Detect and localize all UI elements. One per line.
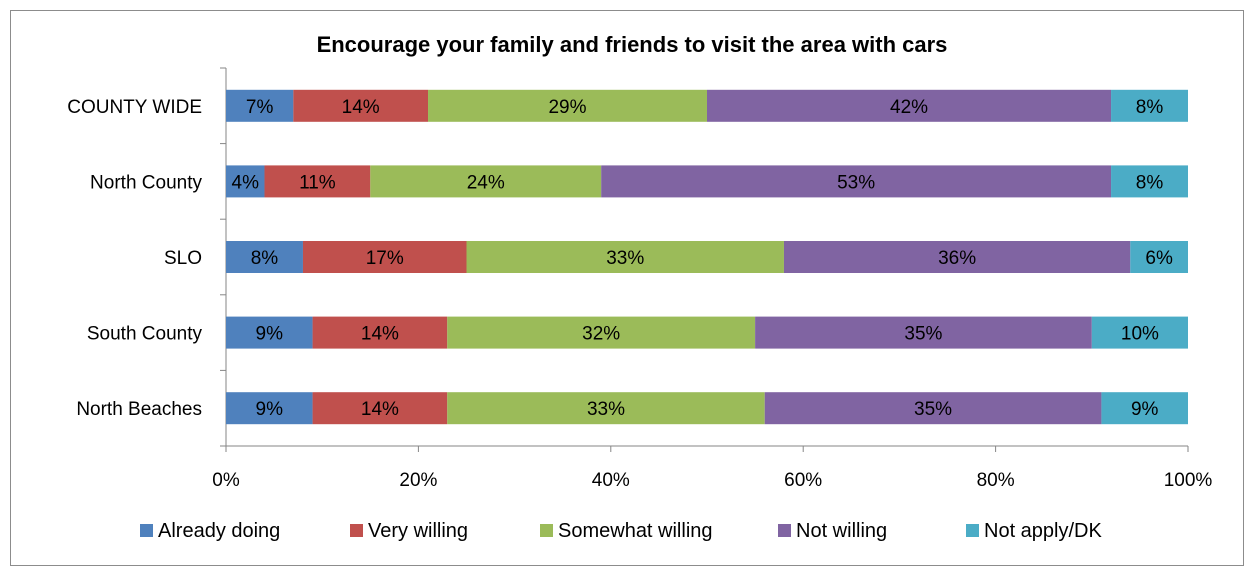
category-label: COUNTY WIDE	[67, 97, 202, 118]
legend-label: Very willing	[368, 520, 468, 542]
legend-swatch	[350, 524, 363, 537]
legend-label: Somewhat willing	[558, 520, 713, 542]
data-label: 10%	[1121, 324, 1159, 345]
bar-segment	[783, 241, 1131, 273]
data-label: 35%	[914, 399, 952, 420]
bar-segment	[312, 316, 448, 349]
data-label: 8%	[1136, 172, 1164, 193]
data-label: 32%	[582, 324, 620, 345]
bar-segment	[764, 392, 1102, 425]
legend-swatch	[966, 524, 979, 537]
bar-segment	[302, 241, 467, 273]
bar-segment	[1101, 392, 1188, 425]
data-label: 14%	[361, 399, 399, 420]
bar-segment	[264, 165, 371, 198]
x-tick-label: 80%	[977, 470, 1015, 491]
data-label: 14%	[361, 324, 399, 345]
category-label: South County	[87, 324, 203, 345]
legend-label: Already doing	[158, 520, 280, 542]
bar-segment	[226, 89, 294, 122]
bar-segment	[1111, 165, 1188, 198]
bar-segment	[226, 392, 313, 425]
bar-segment	[1091, 316, 1188, 349]
data-label: 53%	[837, 172, 875, 193]
data-label: 29%	[548, 97, 586, 118]
data-label: 6%	[1145, 248, 1173, 269]
data-label: 36%	[938, 248, 976, 269]
bar-segment	[707, 89, 1112, 122]
x-tick-label: 100%	[1164, 470, 1213, 491]
legend: Already doing Very willing Somewhat willin…	[140, 520, 1102, 542]
bar-segment	[447, 316, 756, 349]
legend-label: Not willing	[796, 520, 887, 542]
data-label: 7%	[246, 97, 274, 118]
legend-swatch	[778, 524, 791, 537]
bar-segment	[312, 392, 448, 425]
data-label: 33%	[606, 248, 644, 269]
legend-swatch	[140, 524, 153, 537]
chart-title: Encourage your family and friends to vis…	[317, 32, 948, 57]
bar-segment	[226, 316, 313, 349]
data-label: 11%	[299, 172, 336, 193]
category-label: SLO	[164, 248, 202, 269]
bar-segment	[293, 89, 429, 122]
data-label: 42%	[890, 97, 928, 118]
bar-segment	[370, 165, 602, 198]
data-label: 8%	[1136, 97, 1164, 118]
data-label: 33%	[587, 399, 625, 420]
bar-segment	[447, 392, 765, 425]
plot-area: 0% 20% 40% 60% 80% 100% COUNTY WIDE 7% 14% 29% 42%…	[67, 67, 1213, 491]
data-label: 17%	[366, 248, 404, 269]
data-label: 9%	[256, 324, 284, 345]
data-label: 35%	[904, 324, 942, 345]
legend-swatch	[540, 524, 553, 537]
bar-segment	[466, 241, 784, 273]
bar-segment	[226, 165, 265, 198]
category-label: North County	[90, 172, 202, 193]
data-label: 8%	[251, 248, 279, 269]
data-label: 14%	[342, 97, 380, 118]
x-tick-label: 0%	[212, 470, 240, 491]
legend-label: Not apply/DK	[984, 520, 1102, 542]
data-label: 9%	[1131, 399, 1159, 420]
bar-segment	[1111, 89, 1188, 122]
bar-segment	[755, 316, 1092, 349]
bar-segment	[428, 89, 707, 122]
x-tick-label: 60%	[784, 470, 822, 491]
x-tick-label: 40%	[592, 470, 630, 491]
bar-segment	[1130, 241, 1188, 273]
bar-segment	[226, 241, 303, 273]
data-label: 9%	[256, 399, 284, 420]
x-tick-label: 20%	[399, 470, 437, 491]
data-label: 24%	[467, 172, 505, 193]
data-label: 4%	[232, 172, 260, 193]
category-label: North Beaches	[76, 399, 202, 420]
bar-segment	[601, 165, 1112, 198]
